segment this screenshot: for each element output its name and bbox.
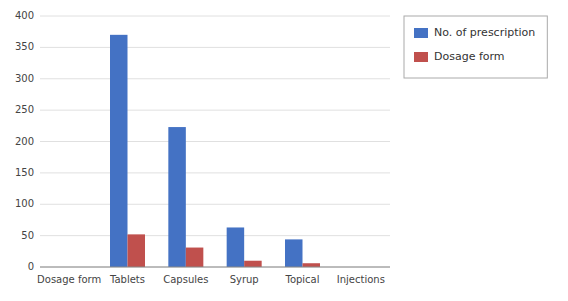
y-tick-label: 0 xyxy=(28,261,34,272)
legend-box xyxy=(404,16,547,78)
y-tick-label: 350 xyxy=(15,41,34,52)
y-tick-label: 50 xyxy=(21,230,34,241)
y-tick-label: 150 xyxy=(15,167,34,178)
bar xyxy=(168,127,186,267)
x-tick-label: Tablets xyxy=(109,274,145,285)
grid-line xyxy=(40,235,390,236)
grid-line xyxy=(40,141,390,142)
y-tick-label: 200 xyxy=(15,136,34,147)
x-tick-label: Dosage form xyxy=(37,274,101,285)
grid-line xyxy=(40,172,390,173)
bars xyxy=(110,35,320,267)
x-tick-label: Injections xyxy=(337,274,385,285)
bar xyxy=(227,227,245,267)
legend-label: No. of prescription xyxy=(434,26,535,39)
legend-label: Dosage form xyxy=(434,50,505,63)
bar xyxy=(128,234,146,267)
x-axis-line xyxy=(40,267,390,268)
bar xyxy=(303,263,321,267)
legend-swatch xyxy=(414,28,428,38)
legend: No. of prescription Dosage form xyxy=(404,16,547,78)
bar xyxy=(285,239,303,267)
bar xyxy=(244,261,262,267)
x-tick-label: Topical xyxy=(284,274,319,285)
legend-swatch xyxy=(414,52,428,62)
y-tick-label: 300 xyxy=(15,73,34,84)
grid-line xyxy=(40,47,390,48)
x-tick-label: Capsules xyxy=(163,274,208,285)
y-tick-label: 250 xyxy=(15,104,34,115)
x-tick-label: Syrup xyxy=(230,274,259,285)
grid-line xyxy=(40,78,390,79)
y-tick-label: 400 xyxy=(15,10,34,21)
grid-line xyxy=(40,204,390,205)
plot-area: 0 50 100 150 200 250 300 350 400 Dosage form Table… xyxy=(15,10,390,285)
chart-svg: 0 50 100 150 200 250 300 350 400 Dosage form Table… xyxy=(0,0,568,301)
chart-container: 0 50 100 150 200 250 300 350 400 Dosage form Table… xyxy=(0,0,568,301)
grid-line xyxy=(40,267,390,268)
bar xyxy=(186,248,204,267)
y-tick-label: 100 xyxy=(15,198,34,209)
grid-line xyxy=(40,16,390,17)
bar xyxy=(110,35,128,267)
grid-line xyxy=(40,110,390,111)
